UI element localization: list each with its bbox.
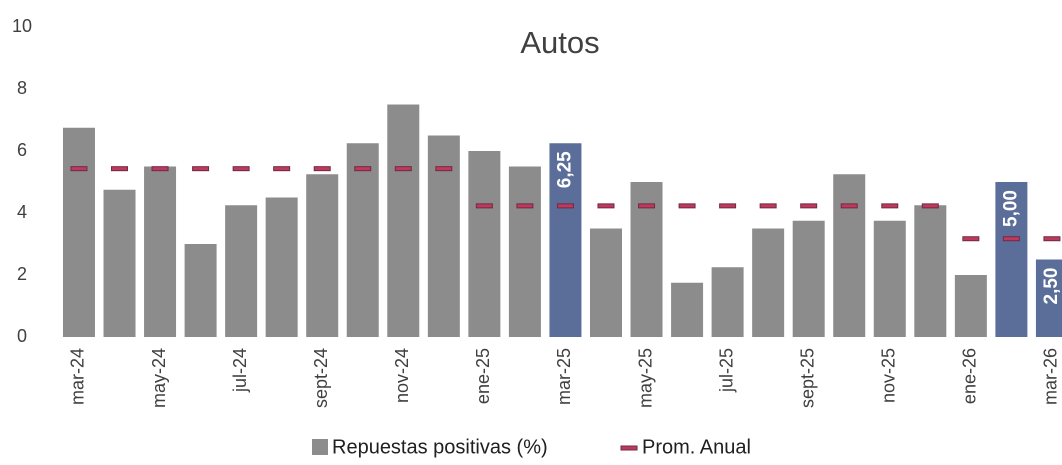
x-tick-label: jul-25: [716, 348, 736, 393]
bar: [589, 228, 622, 337]
y-tick-label: 4: [17, 202, 27, 222]
y-tick-label: 6: [17, 140, 27, 160]
legend-swatch: [620, 445, 638, 451]
bar: [711, 267, 744, 337]
bar: [833, 174, 866, 337]
x-tick-label: jul-24: [230, 348, 250, 393]
average-marker: [962, 236, 980, 242]
bar: [468, 151, 501, 337]
x-tick-label: may-25: [635, 348, 655, 408]
data-label: 2,50: [1041, 268, 1062, 305]
x-tick-label: sept-25: [797, 348, 817, 408]
x-tick-label: ene-25: [473, 348, 493, 404]
average-marker: [516, 203, 534, 209]
x-tick-label: sept-24: [311, 348, 331, 408]
average-marker: [475, 203, 493, 209]
average-marker: [354, 166, 372, 172]
legend-label: Repuestas positivas (%): [332, 436, 548, 458]
average-marker: [273, 166, 291, 172]
average-marker: [1043, 236, 1061, 242]
average-marker: [394, 166, 412, 172]
average-marker: [840, 203, 858, 209]
average-marker: [678, 203, 696, 209]
bar: [144, 166, 177, 337]
average-marker: [313, 166, 331, 172]
x-tick-label: nov-25: [879, 348, 899, 403]
bar: [995, 182, 1028, 337]
average-marker: [638, 203, 656, 209]
bar: [225, 205, 258, 337]
average-marker: [556, 203, 574, 209]
bar: [346, 143, 379, 337]
chart-title: Autos: [520, 25, 599, 60]
bar: [387, 104, 420, 337]
average-marker: [192, 166, 210, 172]
y-tick-label: 10: [12, 16, 32, 36]
bar: [792, 220, 825, 337]
bar: [914, 205, 947, 337]
y-tick-label: 2: [17, 264, 27, 284]
y-tick-label: 0: [17, 326, 27, 346]
average-marker: [435, 166, 453, 172]
bar: [184, 244, 217, 337]
bar: [1035, 259, 1062, 337]
bar: [306, 174, 339, 337]
bar: [752, 228, 785, 337]
bar: [103, 189, 136, 337]
legend-label: Prom. Anual: [642, 436, 751, 458]
legend-swatch: [312, 439, 328, 455]
x-tick-label: may-24: [149, 348, 169, 408]
y-tick-label: 8: [17, 78, 27, 98]
bar: [508, 166, 541, 337]
x-tick-label: mar-26: [1041, 348, 1061, 405]
average-marker: [151, 166, 169, 172]
average-marker: [232, 166, 250, 172]
average-marker: [800, 203, 818, 209]
average-marker: [70, 166, 88, 172]
bar: [427, 135, 460, 337]
average-marker: [1002, 236, 1020, 242]
x-tick-label: ene-26: [960, 348, 980, 404]
bar: [671, 282, 704, 337]
x-tick-label: nov-24: [392, 348, 412, 403]
average-marker: [921, 203, 939, 209]
x-tick-label: mar-25: [554, 348, 574, 405]
x-tick-label: mar-24: [68, 348, 88, 405]
bar: [265, 197, 298, 337]
data-label: 6,25: [554, 151, 575, 188]
bar: [873, 220, 906, 337]
average-marker: [597, 203, 615, 209]
bar: [549, 143, 582, 337]
average-marker: [759, 203, 777, 209]
average-marker: [881, 203, 899, 209]
average-marker: [719, 203, 737, 209]
average-marker: [111, 166, 129, 172]
bar: [62, 127, 95, 337]
bar: [954, 275, 987, 337]
data-label: 5,00: [1000, 190, 1021, 227]
